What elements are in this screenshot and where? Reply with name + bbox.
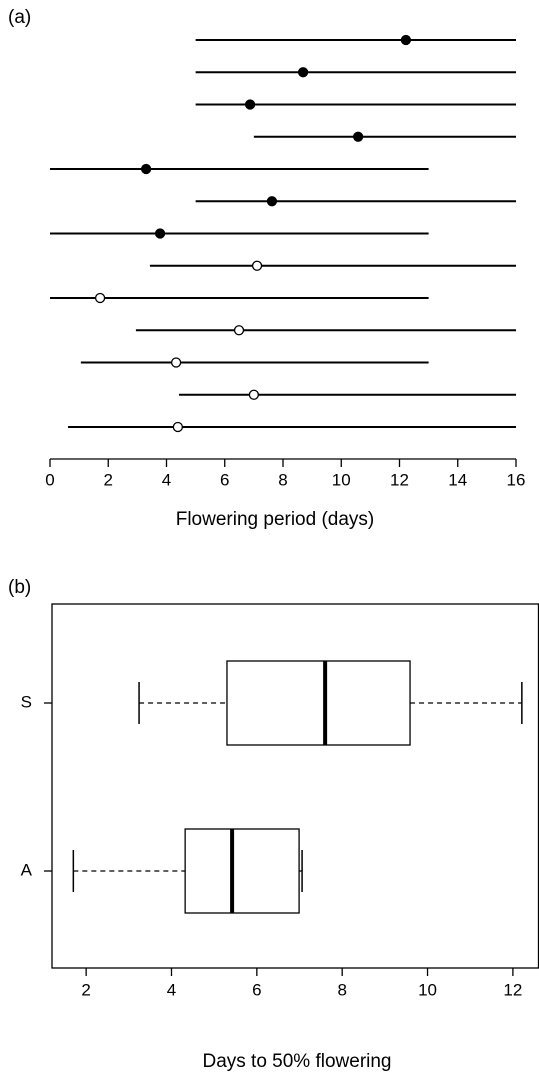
box: [184, 828, 300, 914]
x-tick-label: 10: [418, 980, 437, 999]
x-tick-label: 6: [220, 470, 229, 489]
point: [400, 34, 412, 46]
x-tick-label: 4: [167, 980, 176, 999]
point: [248, 389, 260, 400]
point: [266, 196, 278, 207]
x-axis-title: Flowering period (days): [176, 509, 375, 530]
point: [244, 99, 256, 110]
x-tick-label: 14: [448, 470, 467, 489]
point: [154, 228, 166, 239]
x-tick-label: 8: [337, 980, 346, 999]
x-tick-label: 2: [104, 470, 113, 489]
point: [170, 357, 182, 368]
x-tick-label: 16: [507, 470, 526, 489]
point: [172, 421, 184, 433]
point: [140, 163, 152, 175]
x-tick-label: 0: [45, 470, 54, 489]
y-tick-label: S: [21, 692, 32, 711]
y-tick-label: A: [21, 860, 33, 879]
point: [94, 292, 106, 304]
panel-label: (b): [8, 577, 31, 598]
panel-label: (a): [8, 7, 31, 28]
point: [297, 67, 309, 78]
x-tick-label: 12: [390, 470, 409, 489]
x-tick-label: 2: [81, 980, 90, 999]
x-tick-label: 4: [162, 470, 171, 489]
point: [251, 260, 263, 271]
x-tick-label: 6: [252, 980, 261, 999]
x-tick-label: 10: [332, 470, 351, 489]
point: [233, 325, 245, 336]
x-axis-title: Days to 50% flowering: [202, 1051, 391, 1072]
x-tick-label: 8: [278, 470, 287, 489]
x-tick-label: 12: [503, 980, 522, 999]
point: [352, 131, 364, 142]
box: [226, 660, 411, 746]
